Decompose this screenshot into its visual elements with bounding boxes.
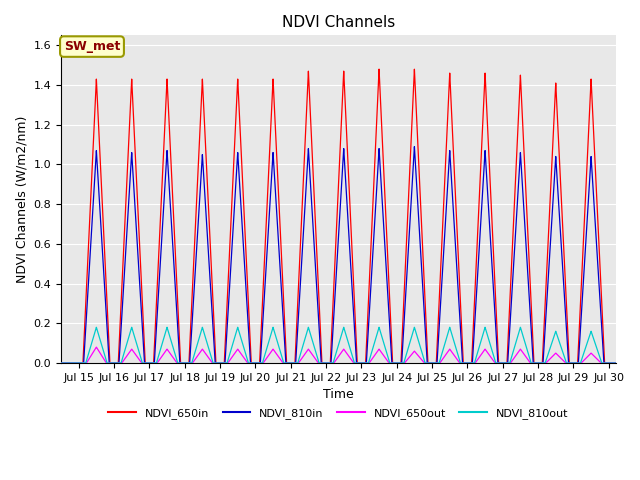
Y-axis label: NDVI Channels (W/m2/nm): NDVI Channels (W/m2/nm) bbox=[15, 116, 28, 283]
X-axis label: Time: Time bbox=[323, 388, 354, 401]
Title: NDVI Channels: NDVI Channels bbox=[282, 15, 395, 30]
Text: SW_met: SW_met bbox=[64, 40, 120, 53]
Legend: NDVI_650in, NDVI_810in, NDVI_650out, NDVI_810out: NDVI_650in, NDVI_810in, NDVI_650out, NDV… bbox=[104, 403, 573, 423]
